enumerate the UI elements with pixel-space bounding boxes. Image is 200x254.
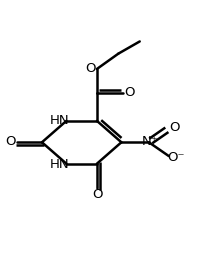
Text: O: O — [5, 135, 16, 148]
Text: O: O — [92, 188, 103, 201]
Text: O: O — [124, 86, 134, 99]
Text: HN: HN — [50, 114, 69, 127]
Text: HN: HN — [50, 158, 69, 171]
Text: O⁻: O⁻ — [168, 151, 185, 164]
Text: O: O — [170, 120, 180, 134]
Text: N⁺: N⁺ — [141, 135, 158, 148]
Text: O: O — [86, 62, 96, 75]
